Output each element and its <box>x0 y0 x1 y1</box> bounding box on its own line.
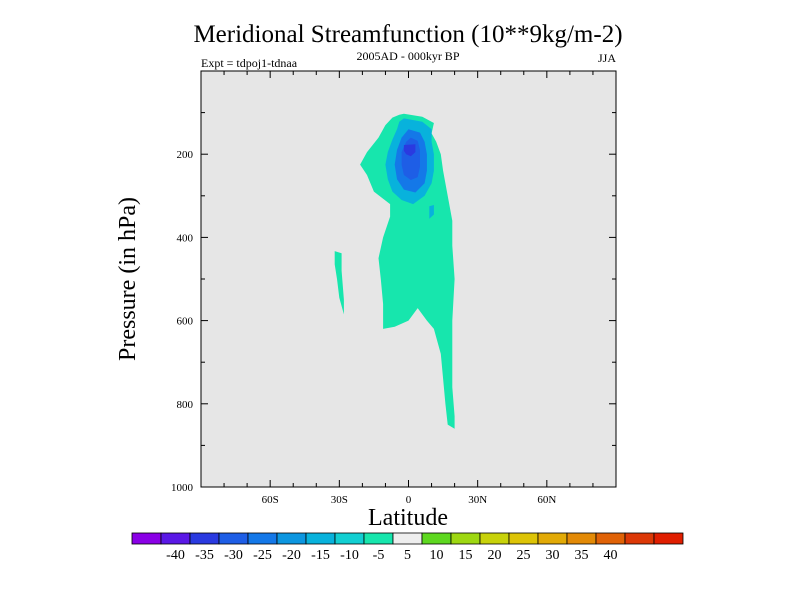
colorbar-swatch <box>421 532 452 545</box>
y-tick-label: 1000 <box>171 482 194 494</box>
chart-title: Meridional Streamfunction (10**9kg/m-2) <box>193 21 622 48</box>
colorbar-label: 40 <box>604 548 618 563</box>
experiment-label: Expt = tdpoj1-tdnaa <box>201 56 298 70</box>
y-tick-label: 200 <box>177 149 194 161</box>
colorbar-swatch <box>363 532 394 545</box>
x-tick-label: 30N <box>468 494 487 506</box>
x-tick-label: 30S <box>331 494 348 506</box>
colorbar-swatch <box>189 532 220 545</box>
contour-region-0 <box>360 113 455 429</box>
colorbar-swatch <box>450 532 481 545</box>
colorbar-swatch <box>247 532 278 545</box>
colorbar-swatch <box>218 532 249 545</box>
colorbar-label: 5 <box>404 548 411 563</box>
colorbar-label: -5 <box>373 548 385 563</box>
colorbar-swatch <box>595 532 626 545</box>
colorbar: -40 -35 -30 -25 -20 -15 -10 -5 5 10 15 20 25 30 35 40 <box>131 532 684 563</box>
colorbar-label: -10 <box>340 548 359 563</box>
colorbar-label: -30 <box>224 548 243 563</box>
x-tick-label: 60N <box>537 494 556 506</box>
colorbar-swatch <box>334 532 365 545</box>
colorbar-label: 35 <box>575 548 589 563</box>
chart-subtitle: 2005AD - 000kyr BP <box>356 49 459 63</box>
season-label: JJA <box>598 51 616 65</box>
contour-region-5 <box>403 144 416 157</box>
colorbar-label: -20 <box>282 548 301 563</box>
colorbar-label: 25 <box>517 548 531 563</box>
x-tick-label: 60S <box>262 494 279 506</box>
colorbar-swatch <box>305 532 336 545</box>
colorbar-swatch <box>479 532 510 545</box>
colorbar-swatch <box>276 532 307 545</box>
y-tick-label: 600 <box>177 316 194 328</box>
axis-ticks: 60S 30S 0 30N 60N 200 400 600 800 1000 <box>171 71 617 506</box>
contour-fills <box>334 113 455 429</box>
colorbar-label: -25 <box>253 548 272 563</box>
colorbar-label: 30 <box>546 548 560 563</box>
x-tick-label: 0 <box>406 494 412 506</box>
colorbar-swatch <box>131 532 162 545</box>
x-axis-label: Latitude <box>368 505 448 531</box>
contour-region-2 <box>429 205 434 219</box>
colorbar-swatch <box>653 532 684 545</box>
y-axis-label: Pressure (in hPa) <box>115 197 141 361</box>
colorbar-label: -15 <box>311 548 330 563</box>
colorbar-label: -40 <box>166 548 185 563</box>
colorbar-label: 10 <box>430 548 444 563</box>
colorbar-swatch <box>160 532 191 545</box>
colorbar-swatch <box>624 532 655 545</box>
y-tick-label: 800 <box>177 399 194 411</box>
colorbar-swatch <box>566 532 597 545</box>
colorbar-swatch <box>392 532 423 545</box>
colorbar-swatch <box>537 532 568 545</box>
colorbar-swatch <box>508 532 539 545</box>
y-tick-label: 400 <box>177 232 194 244</box>
colorbar-label: 20 <box>488 548 502 563</box>
contour-region-6 <box>334 251 344 315</box>
colorbar-label: 15 <box>459 548 473 563</box>
colorbar-label: -35 <box>195 548 214 563</box>
